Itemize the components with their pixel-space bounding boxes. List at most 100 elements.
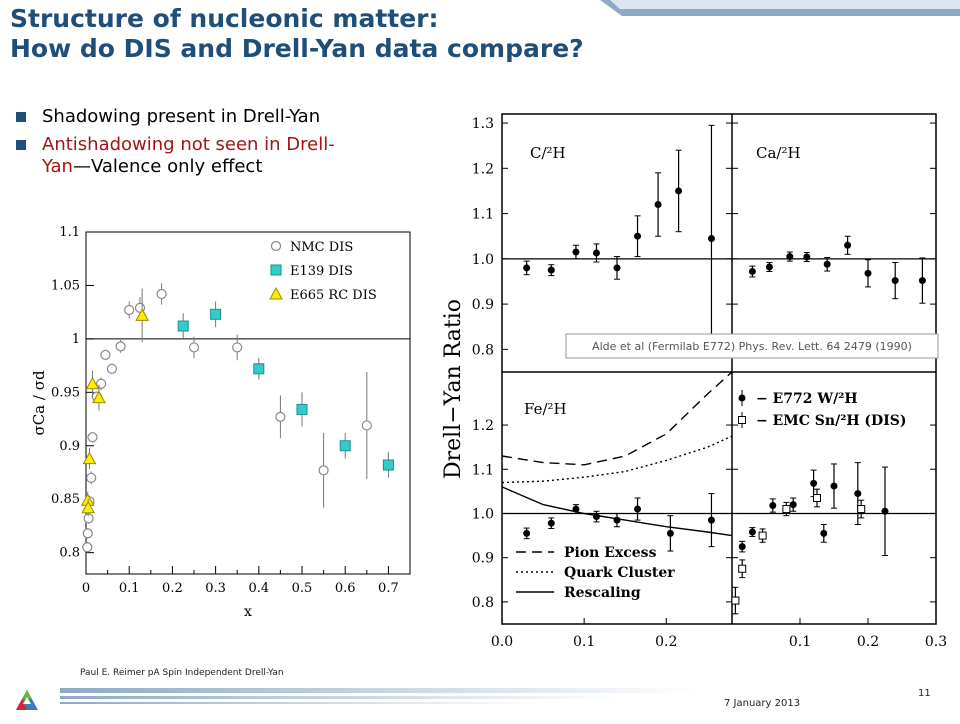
y-tick-label: 1.1	[59, 225, 80, 240]
data-point-nmc	[156, 288, 167, 300]
y-tick-label-top: 0.8	[472, 342, 494, 358]
x-tick-label-right: 0.3	[925, 634, 947, 650]
data-point-nmc	[82, 528, 93, 539]
title-line-2: How do DIS and Drell-Yan data compare?	[10, 34, 584, 63]
legend-marker-e665	[269, 286, 283, 300]
data-point	[654, 201, 662, 209]
top-decoration	[600, 0, 960, 16]
data-point	[675, 187, 683, 195]
data-point	[572, 248, 580, 256]
data-point	[613, 516, 621, 524]
x-tick-label: 0.6	[335, 581, 356, 596]
data-point-e139	[177, 320, 189, 332]
data-point-nmc	[115, 341, 126, 352]
data-point	[830, 482, 838, 490]
y-axis-label: σCa / σd	[30, 370, 48, 435]
data-point-nmc	[361, 420, 372, 431]
argonne-logo-icon	[16, 690, 38, 710]
x-tick-label-left: 0.2	[655, 634, 677, 650]
data-point	[707, 234, 715, 242]
data-point-nmc	[318, 465, 329, 476]
data-point-e139	[210, 308, 222, 320]
data-point	[844, 241, 852, 249]
panel-label: Ca/²H	[756, 144, 801, 162]
data-point	[748, 268, 756, 276]
legend-marker-open	[738, 416, 746, 424]
panel-label: C/²H	[530, 144, 566, 162]
legend-label: Rescaling	[564, 585, 641, 601]
data-point-nmc	[106, 363, 118, 374]
data-point	[820, 529, 828, 537]
data-point	[854, 490, 862, 498]
data-point	[810, 479, 818, 487]
data-point-nmc	[232, 342, 243, 353]
legend-label: − E772 W/²H	[756, 391, 858, 407]
data-point	[547, 266, 555, 274]
citation-box	[565, 333, 939, 359]
data-point-nmc	[100, 349, 111, 361]
data-point-open-square	[731, 596, 740, 605]
data-point	[707, 516, 715, 524]
data-point-nmc	[86, 472, 97, 483]
data-point	[666, 529, 674, 537]
data-point-open-square	[813, 494, 821, 502]
x-tick-label-right: 0.2	[857, 634, 879, 650]
data-point	[864, 269, 872, 277]
y-tick-label: 1.05	[51, 278, 80, 293]
data-point-e139	[296, 403, 308, 415]
x-tick-label: 0.5	[292, 581, 313, 596]
citation-text: Alde et al (Fermilab E772) Phys. Rev. Le…	[592, 340, 912, 353]
legend-marker-filled	[738, 394, 746, 402]
x-tick-label: 0	[82, 581, 90, 596]
y-tick-label-bottom: 1.1	[472, 462, 494, 478]
data-point-e665	[135, 308, 150, 321]
legend-label: E139 DIS	[290, 264, 353, 279]
y-tick-label-top: 0.9	[472, 297, 494, 313]
data-point-nmc	[82, 542, 93, 553]
data-point-nmc	[275, 411, 286, 422]
y-tick-label-bottom: 0.9	[472, 551, 494, 567]
data-point	[523, 529, 531, 537]
y-tick-label-top: 1.2	[472, 161, 494, 177]
page-number: 11	[918, 688, 931, 699]
data-point-open-square	[782, 505, 791, 514]
y-tick-label: 0.85	[51, 492, 80, 507]
bullet-text-rest: —Valence only effect	[72, 156, 263, 177]
x-tick-label: 0.3	[205, 581, 226, 596]
data-point	[592, 249, 600, 257]
model-curve-solid	[501, 486, 733, 537]
data-point	[803, 253, 811, 261]
bullet-item-antishadowing: Antishadowing not seen in Drell- Yan—Val…	[16, 134, 416, 178]
data-point	[748, 528, 756, 536]
data-point	[918, 277, 926, 285]
bottom-bar	[0, 682, 960, 720]
legend-label: NMC DIS	[290, 240, 353, 255]
data-point	[613, 264, 621, 272]
x-tick-label-left: 0.1	[573, 634, 595, 650]
data-point	[789, 501, 797, 509]
data-point	[738, 543, 746, 551]
bullet-text: Shadowing present in Drell-Yan	[42, 106, 321, 127]
data-point	[765, 263, 773, 271]
x-tick-label: 0.2	[162, 581, 183, 596]
bullet-square-icon	[16, 112, 26, 122]
legend-label: E665 RC DIS	[290, 288, 377, 303]
y-tick-label: 0.8	[59, 546, 80, 561]
data-point	[634, 505, 642, 513]
data-point-nmc	[188, 342, 200, 353]
data-point-e139	[382, 459, 394, 471]
y-tick-label: 0.95	[51, 385, 80, 400]
data-point	[634, 232, 642, 240]
bullet-item-shadowing: Shadowing present in Drell-Yan	[16, 106, 416, 128]
data-point-open-square	[857, 505, 866, 514]
data-point	[572, 505, 580, 513]
data-point-e139	[339, 440, 351, 452]
legend-label: Quark Cluster	[564, 565, 675, 581]
y-tick-label-bottom: 0.8	[472, 595, 494, 611]
x-tick-label: 0.4	[248, 581, 269, 596]
y-tick-label-bottom: 1.0	[472, 506, 494, 522]
legend-label: − EMC Sn/²H (DIS)	[756, 413, 906, 429]
data-point-e665	[85, 376, 100, 390]
y-tick-label-top: 1.3	[472, 116, 494, 132]
bullet-text-red: Antishadowing not seen in Drell-	[42, 134, 335, 155]
